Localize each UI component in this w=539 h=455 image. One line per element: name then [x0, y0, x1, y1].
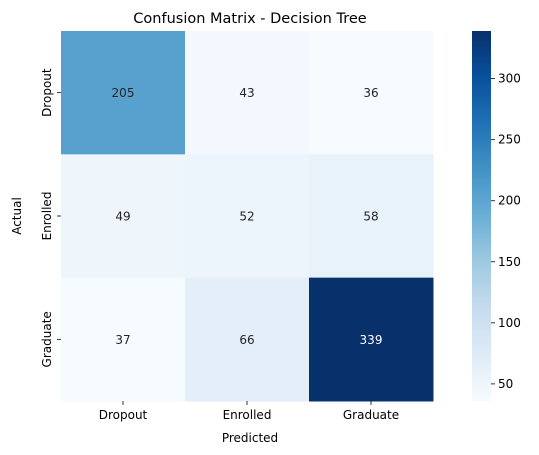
cell-value-label: 339 [360, 333, 383, 347]
cell-value-label: 43 [239, 86, 254, 100]
cell-value-label: 205 [112, 86, 135, 100]
heatmap-cells [61, 31, 434, 402]
heatmap-cell-graduate-enrolled [185, 277, 310, 402]
heatmap-cell-graduate-graduate [309, 277, 434, 402]
cell-value-label: 58 [363, 209, 378, 223]
x-axis-ticks: Dropout Enrolled Graduate [99, 400, 399, 422]
colorbar-tick-label: 200 [498, 194, 521, 208]
x-tick-label: Dropout [99, 408, 148, 422]
heatmap-cell-enrolled-graduate [309, 154, 434, 279]
colorbar-tick-label: 150 [498, 255, 521, 269]
cell-value-label: 36 [363, 86, 378, 100]
heatmap-cell-graduate-dropout [61, 277, 186, 402]
cell-value-label: 66 [239, 333, 254, 347]
x-axis-label: Predicted [222, 431, 278, 445]
y-axis-label: Actual [10, 197, 24, 235]
heatmap-cell-labels: 205 43 36 49 52 58 37 66 339 [112, 86, 383, 347]
colorbar-ticks: 50 100 150 200 250 300 [491, 72, 521, 391]
x-tick-label: Graduate [343, 408, 399, 422]
y-axis-ticks: Dropout Enrolled Graduate [40, 68, 61, 367]
colorbar [472, 31, 491, 401]
heatmap-cell-enrolled-enrolled [185, 154, 310, 279]
y-tick-label: Graduate [40, 311, 54, 367]
colorbar-tick-label: 50 [498, 377, 513, 391]
y-tick-label: Enrolled [40, 192, 54, 241]
heatmap-cell-enrolled-dropout [61, 154, 186, 279]
colorbar-tick-label: 300 [498, 72, 521, 86]
heatmap-cell-dropout-dropout [61, 31, 186, 155]
cell-value-label: 37 [115, 333, 130, 347]
cell-value-label: 52 [239, 209, 254, 223]
chart-title: Confusion Matrix - Decision Tree [133, 11, 366, 27]
colorbar-tick-label: 100 [498, 316, 521, 330]
heatmap-cell-dropout-graduate [309, 31, 434, 155]
y-tick-label: Dropout [40, 68, 54, 117]
x-tick-label: Enrolled [223, 408, 272, 422]
cell-value-label: 49 [115, 209, 130, 223]
heatmap-cell-dropout-enrolled [185, 31, 310, 155]
colorbar-tick-label: 250 [498, 133, 521, 147]
